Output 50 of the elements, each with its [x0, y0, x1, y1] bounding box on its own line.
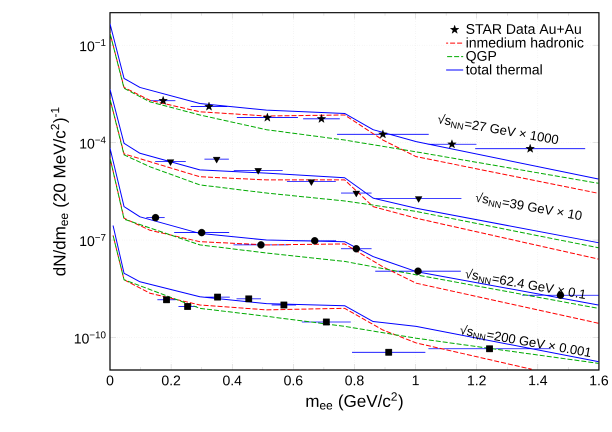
point	[352, 245, 360, 252]
point	[414, 196, 422, 203]
point	[378, 130, 388, 138]
point	[311, 237, 318, 244]
point	[214, 294, 221, 301]
annotation: √s$_{NN}$=200 GeV × 0.001	[460, 324, 590, 358]
point	[204, 102, 214, 110]
legend-label: total thermal	[466, 64, 542, 75]
point	[245, 295, 252, 302]
legend-label: inmedium hadronic	[466, 37, 584, 48]
point	[447, 140, 456, 148]
x-tick-label: 0.2	[162, 376, 180, 386]
point	[280, 302, 288, 308]
legend-label: STAR Data Au+Au	[466, 24, 581, 34]
point	[198, 228, 206, 236]
point	[316, 114, 326, 123]
point	[486, 345, 493, 352]
y-axis-title: dN/dm$_{ee}$ (20 MeV/c$^{2}$)$^{-1}$	[50, 108, 69, 276]
point	[308, 179, 316, 186]
annotation: √s$_{NN}$=39 GeV × 10	[476, 192, 582, 220]
x-tick-label: 0.8	[345, 376, 364, 386]
y-tick-label: 10$^{−1}$	[80, 39, 106, 52]
point	[262, 112, 272, 122]
point	[385, 348, 392, 356]
x-tick-label: 0.4	[223, 376, 242, 386]
point	[257, 241, 265, 249]
x-tick-label: 1.2	[468, 376, 486, 386]
point	[212, 156, 220, 164]
point	[184, 303, 192, 310]
x-tick-label: 0	[106, 376, 114, 386]
annotation: √s$_{NN}$=62.4 GeV × 0.1	[466, 268, 585, 300]
point	[352, 190, 360, 198]
y-tick-label: 10$^{−10}$	[74, 331, 106, 344]
point	[163, 296, 170, 304]
legend-label: QGP	[466, 50, 496, 64]
point	[152, 214, 160, 222]
point	[322, 318, 330, 326]
point	[166, 159, 174, 166]
y-tick-label: 10$^{−4}$	[80, 136, 106, 149]
x-tick-label: 1.6	[590, 376, 608, 386]
point	[414, 268, 422, 275]
x-tick-label: 1	[412, 376, 419, 386]
point	[158, 96, 168, 105]
point	[526, 144, 535, 153]
annotation: √s$_{NN}$=27 GeV × 1000	[438, 114, 558, 144]
x-tick-label: 0.6	[284, 376, 302, 386]
x-tick-label: 1.4	[529, 376, 548, 386]
x-axis-title: m$_{ee}$ (GeV/c$^{2}$)	[306, 392, 403, 410]
y-tick-label: 10$^{−7}$	[80, 234, 106, 246]
point	[254, 168, 262, 175]
